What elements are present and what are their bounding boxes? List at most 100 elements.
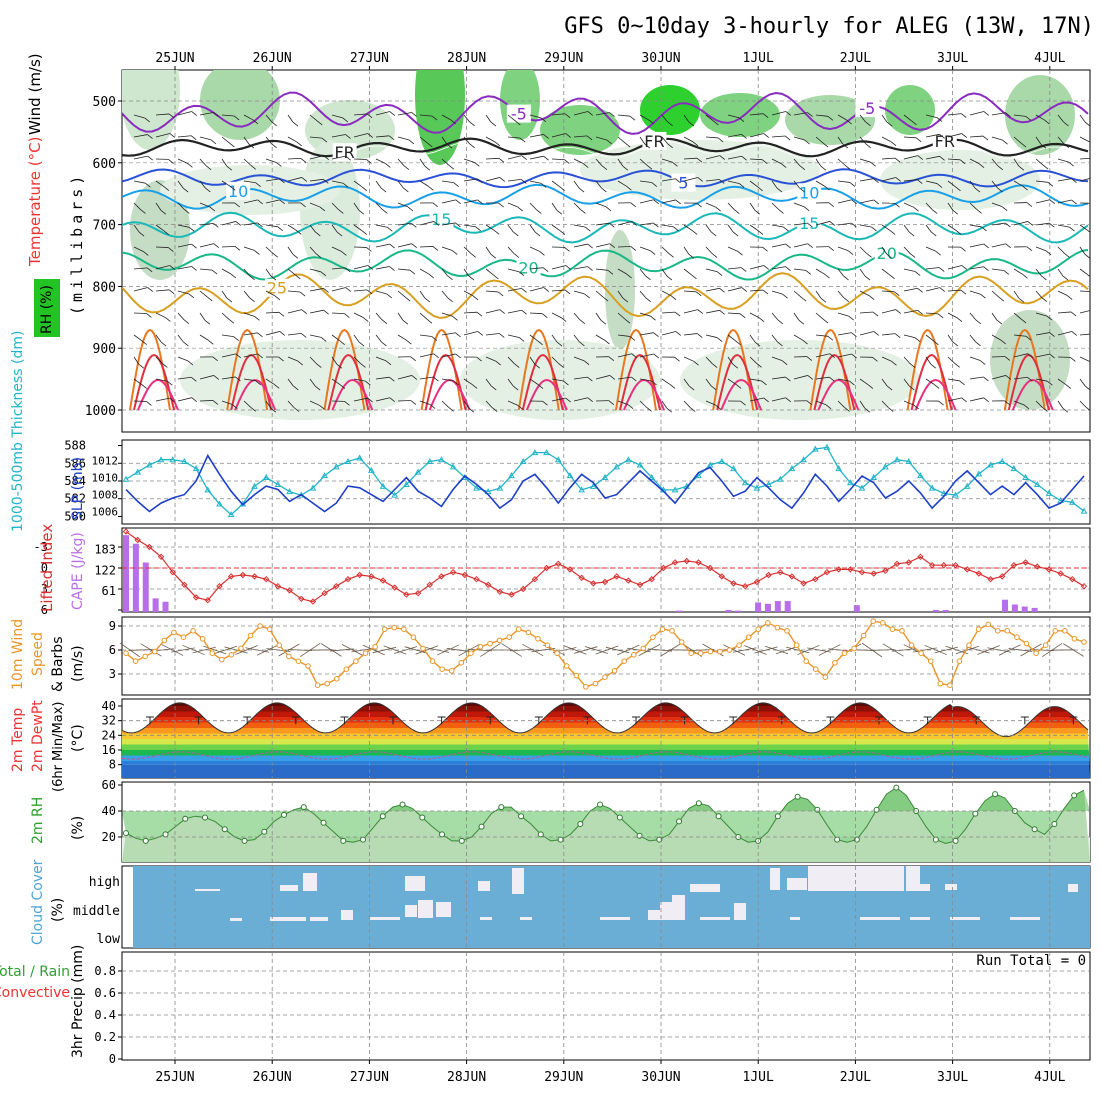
lifted-index-label: Lifted Index (38, 524, 56, 612)
wind-barb-flag (1042, 164, 1049, 170)
wind10-point (918, 650, 924, 657)
contour-label-bg (506, 104, 531, 123)
wind-barb (485, 246, 492, 255)
wind-barb-flag (1004, 356, 1011, 361)
cloud-clear-segment (808, 866, 904, 891)
thickness-point (543, 449, 550, 456)
wind-barb (375, 397, 390, 402)
wind-barb-flag (226, 165, 233, 171)
wind10-barb (775, 645, 799, 655)
wind10-point (994, 628, 1001, 634)
contour-label: 10 (799, 183, 819, 202)
wind-barb (551, 133, 566, 138)
wind-barb (155, 289, 170, 292)
wind-barb (353, 312, 364, 318)
wind-barb-flag (757, 186, 763, 192)
wind-barb (287, 400, 295, 408)
wind-barb-flag (1005, 375, 1012, 380)
wind-barb (243, 312, 255, 317)
wind-barb (771, 202, 779, 210)
rh2m-point (676, 818, 683, 825)
wind-barb (1079, 378, 1086, 387)
rh2m-point (399, 801, 406, 808)
wind-barb-flag (651, 182, 658, 187)
wind-barb-flag (433, 221, 440, 226)
wind-barb (617, 353, 632, 358)
wind-barb (397, 222, 412, 226)
wind-barb-flag (997, 187, 1003, 193)
lifted-index-point (555, 560, 562, 568)
lifted-index-point (683, 557, 690, 565)
wind-barb-flag (961, 397, 967, 403)
wind-barb-flag (388, 135, 395, 141)
wind-barb-flag (292, 121, 299, 127)
wind10-point (880, 620, 886, 626)
lifted-index-point (566, 566, 574, 573)
wind-barb (947, 113, 962, 116)
lifted-index-point (251, 573, 258, 580)
wind-barb-flag (316, 363, 322, 368)
lifted-index-point (146, 543, 153, 551)
cloud-clear-segment (230, 918, 242, 921)
wind-barb-flag (827, 115, 834, 121)
wind-barb (1057, 136, 1065, 145)
rh2m-point (695, 800, 702, 807)
wind-barb-flag (741, 155, 747, 161)
thickness-point (379, 482, 387, 489)
wind-barb (1013, 114, 1026, 117)
wind-barb (771, 158, 782, 164)
wind-barb-flag (909, 253, 916, 258)
wind-barb-flag (235, 376, 241, 382)
wind-barb-flag (250, 406, 256, 412)
wind-barb-flag (895, 177, 902, 182)
surface-temp-contour (1011, 378, 1054, 411)
date-label-top: 26JUN (253, 51, 292, 66)
wind10-tick: 6 (109, 643, 116, 657)
wind-barb-flag (301, 177, 308, 182)
wind-barb (947, 289, 962, 292)
wind-barb-flag (1049, 332, 1055, 337)
wind-barb-flag (585, 226, 591, 232)
wind10-barb (870, 649, 895, 651)
wind-barb (221, 114, 235, 117)
thickness-point (531, 449, 539, 456)
wind-barb (265, 246, 274, 254)
rh-area (460, 340, 660, 420)
wind-barb-flag (278, 311, 285, 317)
wind-barb (155, 378, 168, 382)
thickness-point (870, 473, 878, 480)
wind-barb (419, 334, 432, 337)
wind-barb (309, 378, 316, 387)
lifted-index-point (496, 588, 504, 596)
wind-barb-flag (939, 267, 945, 272)
contour-label-bg (332, 143, 357, 162)
wind-barb (617, 136, 626, 144)
wind10-barb (605, 646, 630, 654)
wind10-point (1042, 642, 1049, 649)
wind-barb (243, 136, 250, 145)
wind-barb-flag (336, 231, 343, 237)
wind-barb (639, 400, 647, 408)
wind-barb-flag (491, 407, 498, 412)
wind-barb-flag (411, 222, 417, 228)
wind-barb-flag (363, 317, 369, 322)
contour-label-bg (874, 243, 899, 262)
wind-barb-flag (146, 401, 152, 406)
lifted-index-point (987, 575, 994, 583)
wind-barb-flag (542, 267, 549, 272)
wind-barb (375, 202, 383, 210)
wind10-barb (595, 645, 619, 655)
wind-barb (749, 312, 760, 319)
wind-barb-flag (389, 376, 395, 382)
temp-line (121, 702, 1089, 738)
wind10-point (765, 620, 771, 626)
wind-barb (815, 400, 827, 406)
wind10-point (161, 637, 168, 644)
wind-barb (683, 356, 694, 362)
wind-barb-flag (961, 265, 968, 270)
wind-barb-flag (894, 157, 901, 163)
wind-barb-flag (163, 186, 170, 191)
wind10-point (228, 652, 235, 658)
wind-barb (529, 246, 540, 252)
wind-barb (771, 111, 786, 116)
